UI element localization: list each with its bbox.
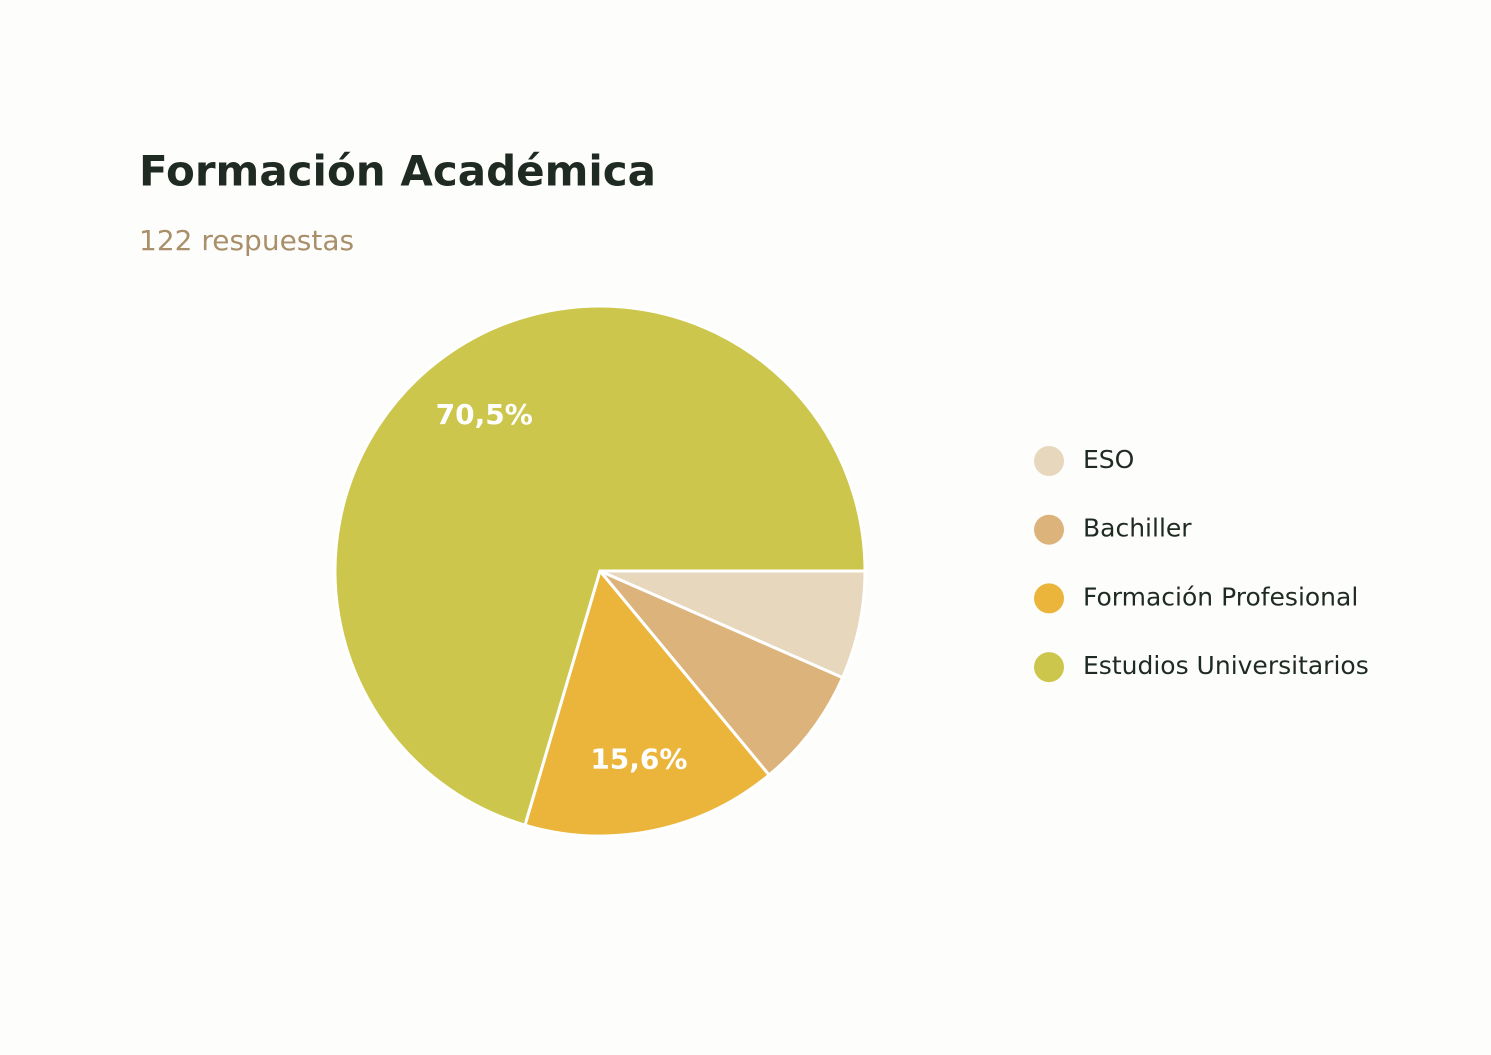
legend-label: Estudios Universitarios: [1083, 651, 1369, 680]
pie-slice: [598, 569, 845, 778]
chart-subtitle: 122 respuestas: [139, 224, 354, 257]
pie-slice: [333, 304, 867, 828]
chart-title: Formación Académica: [139, 147, 656, 196]
legend-marker: [1034, 652, 1064, 683]
pie-slice: [599, 569, 867, 680]
legend-label: Formación Profesional: [1083, 582, 1358, 611]
data-label: 70,5%: [436, 398, 533, 431]
legend-label: Bachiller: [1083, 514, 1192, 543]
legend-label: ESO: [1083, 445, 1134, 474]
legend-marker: [1034, 583, 1064, 614]
legend-marker: [1034, 514, 1064, 545]
data-label: 15,6%: [590, 742, 687, 775]
pie-slice: [523, 567, 772, 838]
legend-marker: [1034, 446, 1064, 476]
